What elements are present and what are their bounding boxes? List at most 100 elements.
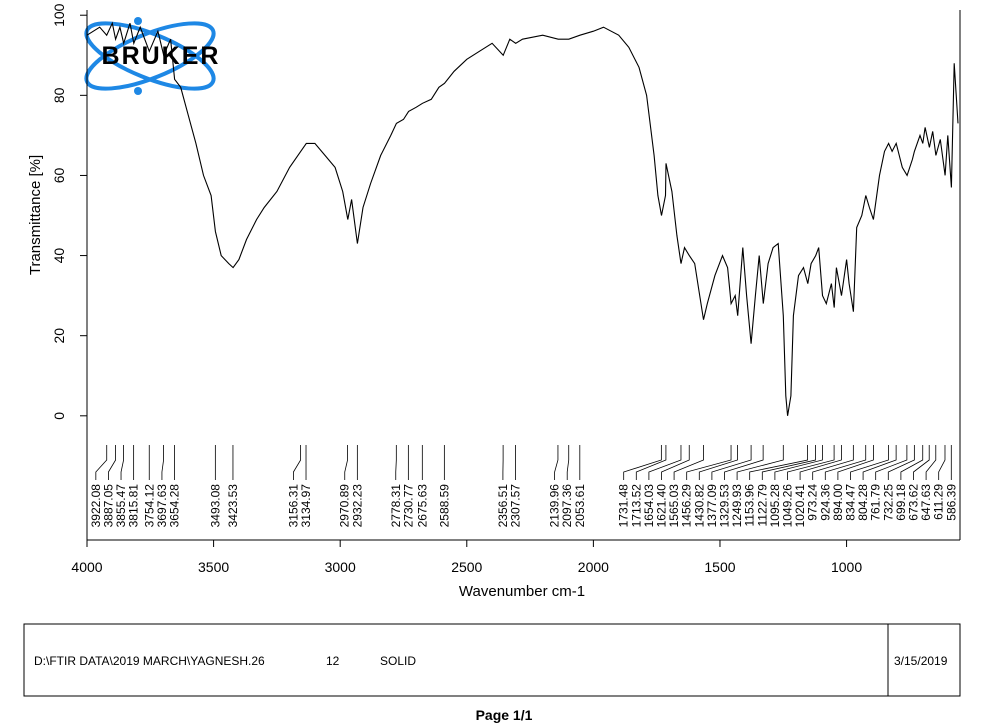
- peak-marker: [736, 445, 784, 480]
- logo-dot: [134, 87, 142, 95]
- peak-marker: [108, 445, 116, 480]
- peak-marker: [938, 445, 946, 480]
- peak-label: 1020.41: [793, 484, 807, 528]
- x-axis-label: Wavenumber cm-1: [459, 583, 585, 600]
- y-tick-label: 80: [51, 87, 67, 103]
- peak-label: 1565.03: [667, 484, 681, 528]
- peak-label: 2053.61: [573, 484, 587, 528]
- peak-label: 1621.40: [654, 484, 668, 528]
- y-tick-label: 100: [51, 3, 67, 27]
- peak-marker: [648, 445, 682, 480]
- peak-marker: [749, 445, 808, 480]
- logo: BRUKER: [84, 17, 221, 95]
- peak-marker: [344, 445, 348, 480]
- peak-label: 1153.96: [743, 484, 757, 527]
- peak-label: 3423.53: [226, 484, 240, 528]
- x-tick-label: 1000: [831, 559, 862, 575]
- peak-label: 1654.03: [642, 484, 656, 528]
- peak-label: 894.00: [831, 484, 845, 521]
- peak-label: 3887.05: [101, 484, 115, 528]
- peak-marker: [161, 445, 164, 480]
- peak-label: 2675.63: [415, 484, 429, 528]
- footer-scans: 12: [326, 654, 340, 668]
- peak-marker: [887, 445, 915, 480]
- y-tick-label: 20: [51, 328, 67, 344]
- peak-label: 3855.47: [114, 484, 128, 528]
- peak-marker: [761, 445, 816, 480]
- x-tick-label: 3500: [198, 559, 229, 575]
- peak-label: 1456.29: [680, 484, 694, 528]
- peak-marker: [395, 445, 397, 480]
- peak-marker: [724, 445, 764, 480]
- peak-label: 2307.57: [509, 484, 523, 528]
- peak-label: 834.47: [843, 484, 857, 521]
- peak-marker: [566, 445, 570, 480]
- peak-label: 586.39: [944, 484, 958, 521]
- peak-label: 1122.79: [755, 484, 769, 527]
- peak-marker: [661, 445, 690, 480]
- peak-marker: [686, 445, 732, 480]
- peak-label: 3922.08: [89, 484, 103, 528]
- peak-label: 2970.89: [338, 484, 352, 528]
- peak-label: 2778.31: [389, 484, 403, 528]
- peak-label: 2356.51: [496, 484, 510, 528]
- y-tick-label: 0: [51, 412, 67, 420]
- peak-label: 2730.77: [401, 484, 415, 528]
- peak-marker: [925, 445, 937, 480]
- peak-marker: [293, 445, 302, 480]
- peak-label: 1329.53: [717, 484, 731, 528]
- peak-label: 3697.63: [155, 484, 169, 528]
- peak-marker: [120, 445, 124, 480]
- peak-marker: [774, 445, 823, 480]
- peak-label: 2588.59: [437, 484, 451, 528]
- peak-label: 611.29: [932, 484, 946, 520]
- peak-label: 2097.36: [560, 484, 574, 528]
- peak-label: 673.62: [906, 484, 920, 521]
- footer-date: 3/15/2019: [894, 654, 948, 668]
- peak-label: 699.18: [894, 484, 908, 521]
- logo-dot: [134, 17, 142, 25]
- footer-sample: SOLID: [380, 654, 416, 668]
- footer-box: [23, 623, 961, 697]
- peak-label: 1430.82: [692, 484, 706, 528]
- footer-file: D:\FTIR DATA\2019 MARCH\YAGNESH.26: [34, 654, 265, 668]
- peak-label: 1095.28: [768, 484, 782, 528]
- peak-marker: [698, 445, 738, 480]
- peak-marker: [711, 445, 752, 480]
- peak-label: 1249.93: [730, 484, 744, 528]
- peak-label: 3493.08: [208, 484, 222, 528]
- x-tick-label: 3000: [325, 559, 356, 575]
- y-tick-label: 60: [51, 167, 67, 183]
- peak-marker: [850, 445, 889, 480]
- peak-marker: [623, 445, 662, 480]
- peak-label: 761.79: [869, 484, 883, 521]
- peak-label: 1377.09: [705, 484, 719, 528]
- peak-label: 973.24: [806, 484, 820, 521]
- peak-marker: [554, 445, 559, 480]
- peak-label: 2139.96: [548, 484, 562, 528]
- x-tick-label: 2500: [451, 559, 482, 575]
- peak-label: 3156.31: [286, 484, 300, 528]
- peak-marker: [812, 445, 854, 480]
- peak-label: 647.63: [919, 484, 933, 521]
- peak-marker: [635, 445, 667, 480]
- peak-label: 2932.23: [350, 484, 364, 528]
- peak-marker: [95, 445, 108, 480]
- spectrum-line: [86, 21, 959, 416]
- peak-label: 804.28: [856, 484, 870, 521]
- x-tick-label: 2000: [578, 559, 609, 575]
- peak-label: 3654.28: [168, 484, 182, 528]
- peak-label: 3134.97: [299, 484, 313, 528]
- peak-label: 3754.12: [142, 484, 156, 528]
- page-label: Page 1/1: [476, 707, 533, 723]
- peak-label: 1049.26: [780, 484, 794, 528]
- x-tick-label: 4000: [71, 559, 102, 575]
- peak-marker: [913, 445, 930, 480]
- peak-label: 1713.52: [629, 484, 643, 528]
- peak-marker: [787, 445, 835, 480]
- logo-text: BRUKER: [102, 42, 221, 70]
- peak-marker: [837, 445, 874, 480]
- peak-label: 924.36: [818, 484, 832, 521]
